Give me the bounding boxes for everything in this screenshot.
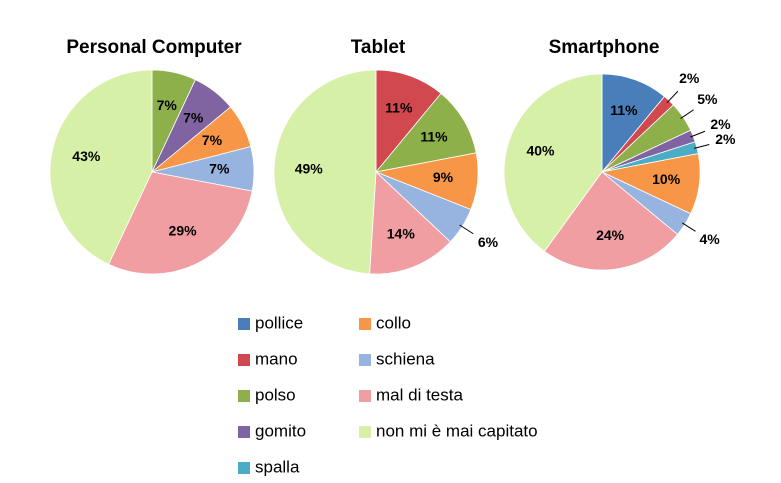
legend-swatch [359,318,371,330]
value-label: 7% [209,161,230,177]
legend-swatch [359,390,371,402]
value-label: 2% [710,116,731,132]
value-label: 2% [715,131,736,147]
value-label: 2% [679,70,700,86]
leader-line [666,90,679,104]
value-label: 7% [202,132,223,148]
pie-slice [49,69,153,265]
legend-swatch [238,462,250,474]
legend-label: pollice [255,313,303,332]
legend-label: mano [255,349,298,368]
pie-slice [601,73,666,174]
pie-slice [273,69,377,275]
value-label: 5% [697,91,718,107]
value-label: 24% [596,227,625,243]
leader-line [459,224,474,235]
value-label: 43% [72,148,101,164]
pie-title: Tablet [351,37,406,58]
value-label: 6% [478,234,499,250]
legend-label: spalla [255,457,300,476]
value-label: 7% [183,110,204,126]
leader-line [690,130,706,138]
value-label: 4% [699,231,720,247]
pie-slice [543,171,679,271]
value-label: 7% [157,97,178,113]
pie-slice [503,73,603,252]
pie-slice [374,92,477,173]
value-label: 14% [387,225,416,241]
pie-slice [375,69,442,174]
value-label: 10% [652,171,681,187]
value-label: 9% [433,169,454,185]
legend-swatch [238,318,250,330]
legend-swatch [238,354,250,366]
legend-swatch [359,354,371,366]
pie-slice [108,171,253,275]
pie-slice [369,171,451,275]
leader-line [681,222,696,232]
value-label: 49% [295,161,324,177]
value-label: 11% [610,102,638,118]
legend-label: polso [255,385,296,404]
pie-title: Smartphone [549,37,660,58]
legend-swatch [238,426,250,438]
legend-label: collo [376,313,411,332]
legend-label: gomito [255,421,306,440]
value-label: 40% [526,143,555,159]
leader-line [693,143,710,149]
legend-swatch [359,426,371,438]
legend-label: non mi è mai capitato [376,421,538,440]
pie-title: Personal Computer [66,37,242,58]
value-label: 11% [385,99,413,115]
value-label: 29% [169,223,198,239]
legend-label: mal di testa [376,385,463,404]
legend-label: schiena [376,349,435,368]
legend-swatch [238,390,250,402]
leader-line [680,109,694,119]
value-label: 11% [420,128,448,144]
